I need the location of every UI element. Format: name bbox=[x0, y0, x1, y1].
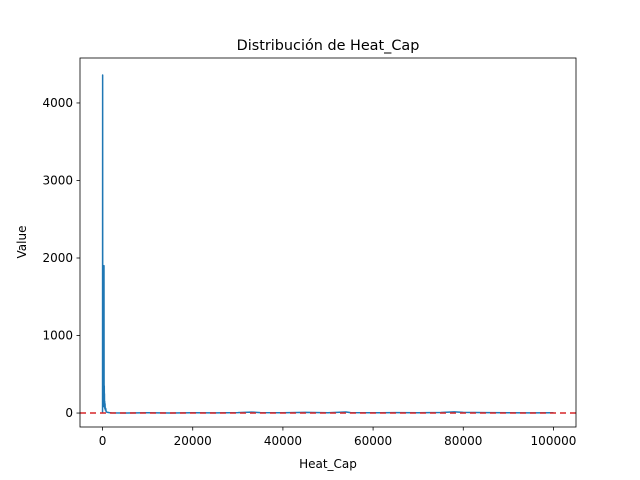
plot-frame bbox=[79, 57, 577, 428]
series-line-0 bbox=[101, 74, 554, 414]
plot-area bbox=[80, 58, 576, 427]
y-tick-label: 3000 bbox=[42, 173, 73, 187]
y-tick-label: 0 bbox=[65, 406, 73, 420]
x-tick-label: 40000 bbox=[264, 434, 302, 448]
series-layer bbox=[101, 74, 554, 414]
x-tick-label: 80000 bbox=[444, 434, 482, 448]
y-axis-title: Value bbox=[15, 226, 29, 259]
y-tick-label: 4000 bbox=[42, 96, 73, 110]
x-tick-label: 60000 bbox=[354, 434, 392, 448]
y-tick-label: 1000 bbox=[42, 329, 73, 343]
x-axis-title: Heat_Cap bbox=[299, 457, 357, 471]
y-tick-label: 2000 bbox=[42, 251, 73, 265]
chart-title: Distribución de Heat_Cap bbox=[237, 38, 420, 54]
x-axis-ticks: 0 20000 40000 60000 80000 100000 bbox=[99, 427, 577, 448]
y-axis-ticks: 0 1000 2000 3000 4000 bbox=[42, 96, 80, 420]
x-tick-label: 100000 bbox=[531, 434, 577, 448]
x-tick-label: 20000 bbox=[174, 434, 212, 448]
x-tick-label: 0 bbox=[99, 434, 107, 448]
